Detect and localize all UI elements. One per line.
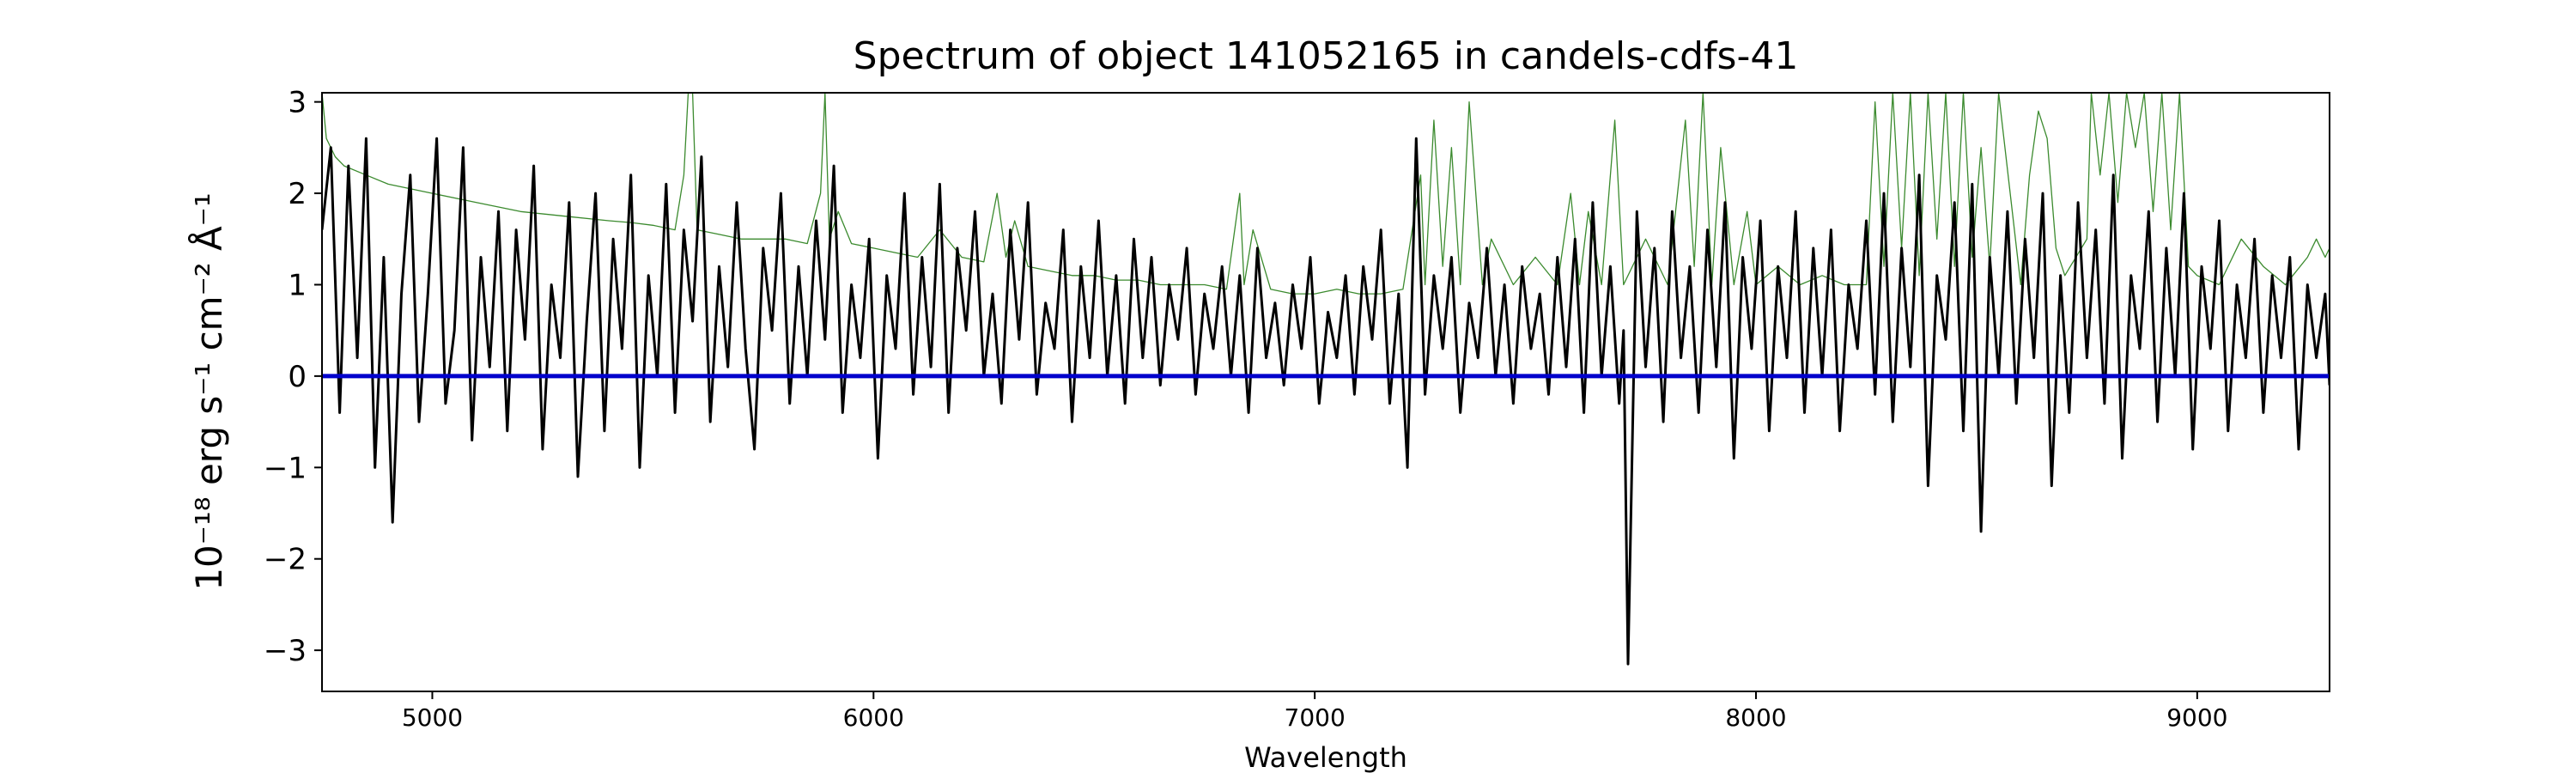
x-tick-label: 9000 [2166,703,2227,732]
y-tick-label: −1 [264,451,307,485]
y-axis: −3 −2 −1 0 1 2 3 [264,86,322,668]
plot-frame [321,92,2330,692]
x-axis: 5000 6000 7000 8000 9000 [402,691,2227,732]
y-axis-label: 10⁻¹⁸ erg s⁻¹ cm⁻² Å⁻¹ [187,192,230,590]
y-tick-label: 2 [288,177,307,211]
chart-title: Spectrum of object 141052165 in candels-… [854,34,1799,78]
x-tick-label: 8000 [1725,703,1786,732]
y-tick-label: −3 [264,634,307,668]
y-tick-label: 1 [288,268,307,302]
x-tick-label: 7000 [1285,703,1346,732]
y-tick-label: −2 [264,543,307,577]
x-tick-label: 6000 [843,703,904,732]
y-tick-label: 3 [288,86,307,120]
y-tick-label: 0 [288,360,307,394]
series-line-0 [322,137,2330,666]
x-axis-label: Wavelength [1244,741,1407,773]
x-tick-label: 5000 [402,703,463,732]
series-line-1 [322,93,2330,295]
series-layer [322,93,2330,666]
